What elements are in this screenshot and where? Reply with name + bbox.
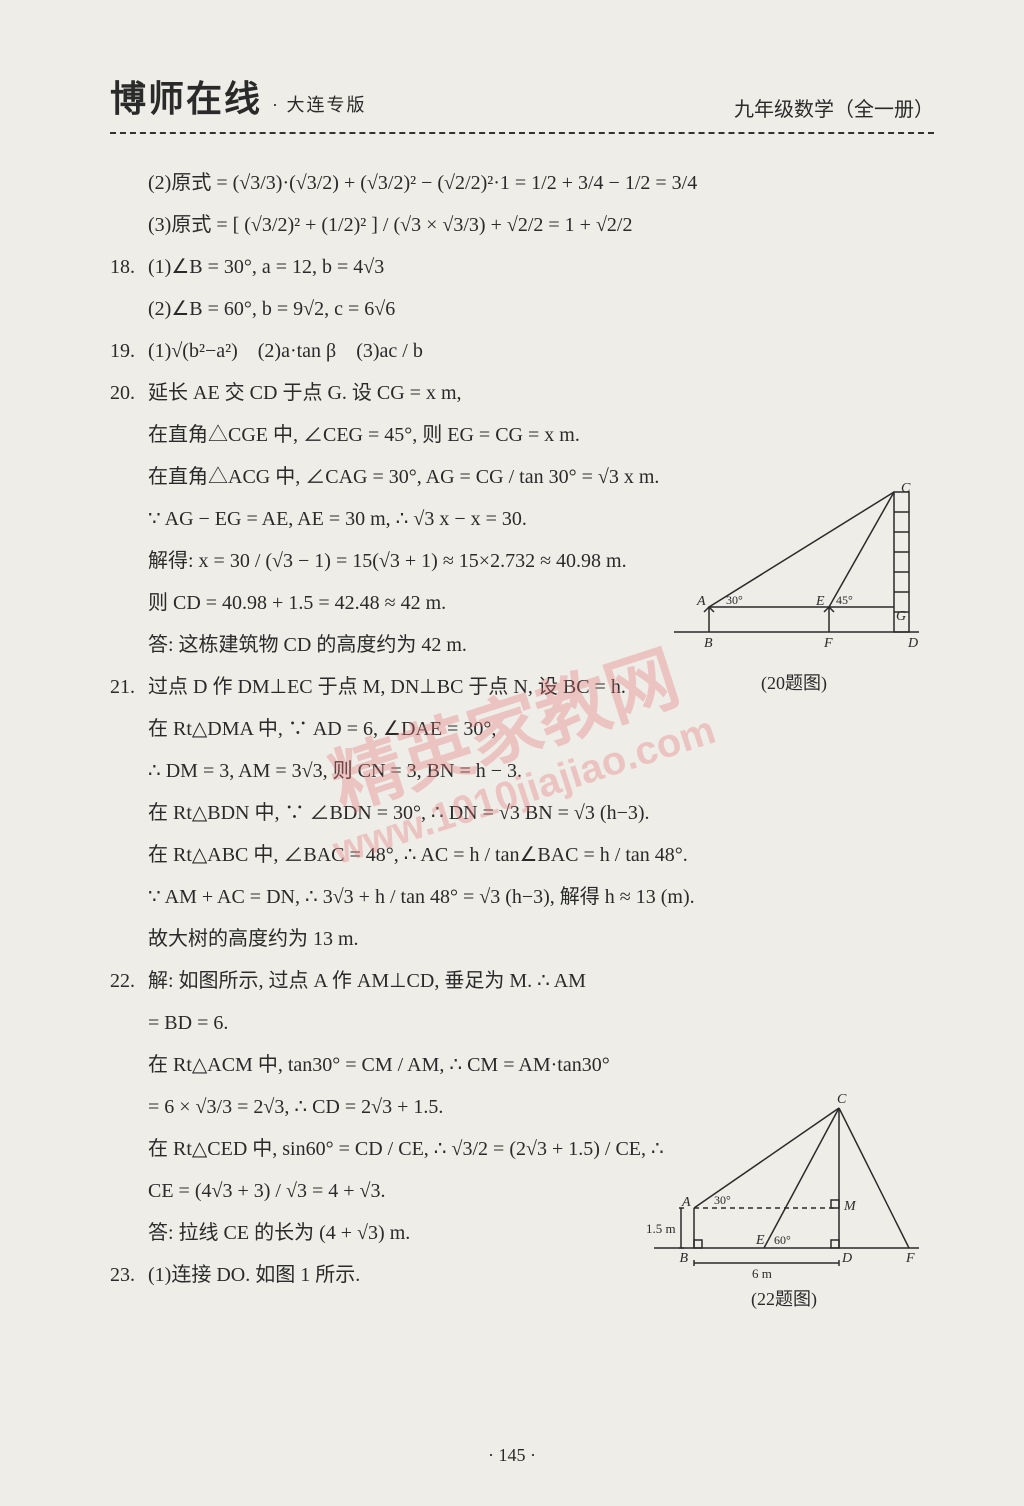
solution-line: 22.解: 如图所示, 过点 A 作 AM⊥CD, 垂足为 M. ∴ AM	[110, 962, 934, 1000]
solution-text: (2)原式 = (√3/3)·(√3/2) + (√3/2)² − (√2/2)…	[148, 172, 697, 194]
fig22-60: 60°	[774, 1233, 791, 1247]
page: 精英家教网 www.1010jiajiao.com 博师在线 · 大连专版 九年…	[0, 0, 1024, 1506]
fig22-F: F	[905, 1251, 915, 1266]
solution-line: 18.(1)∠B = 30°, a = 12, b = 4√3	[110, 248, 934, 286]
solution-line: (2)∠B = 60°, b = 9√2, c = 6√6	[110, 290, 934, 328]
solution-text: = 6 × √3/3 = 2√3, ∴ CD = 2√3 + 1.5.	[148, 1096, 443, 1118]
problem-number: 22.	[110, 962, 148, 1000]
fig22-h: 1.5 m	[646, 1221, 676, 1236]
solution-text: 延长 AE 交 CD 于点 G. 设 CG = x m,	[148, 382, 462, 404]
solution-text: 在直角△ACG 中, ∠CAG = 30°, AG = CG / tan 30°…	[148, 466, 659, 488]
solution-text: 在 Rt△BDN 中, ∵ ∠BDN = 30°, ∴ DN = √3 BN =…	[148, 802, 650, 824]
figure-22-caption: (22题图)	[644, 1285, 924, 1311]
solution-line: ∵ AM + AC = DN, ∴ 3√3 + h / tan 48° = √3…	[110, 878, 934, 916]
fig22-D: D	[841, 1251, 852, 1266]
solution-line: 在 Rt△ACM 中, tan30° = CM / AM, ∴ CM = AM·…	[110, 1046, 934, 1084]
fig22-C: C	[837, 1092, 847, 1107]
fig20-G: G	[896, 609, 906, 624]
header: 博师在线 · 大连专版 九年级数学（全一册）	[110, 70, 934, 122]
figure-22: A B C D E F M 1.5 m 6 m 30° 60° (22题图)	[644, 1088, 924, 1311]
solution-text: ∵ AM + AC = DN, ∴ 3√3 + h / tan 48° = √3…	[148, 886, 695, 908]
problem-number: 19.	[110, 332, 148, 370]
solution-line: 在 Rt△DMA 中, ∵ AD = 6, ∠DAE = 30°,	[110, 710, 934, 748]
solution-text: 解得: x = 30 / (√3 − 1) = 15(√3 + 1) ≈ 15×…	[148, 550, 627, 572]
solution-text: 在 Rt△ACM 中, tan30° = CM / AM, ∴ CM = AM·…	[148, 1054, 610, 1076]
problem-number: 21.	[110, 668, 148, 706]
brand: 博师在线 · 大连专版	[110, 70, 367, 122]
solution-line: 在直角△CGE 中, ∠CEG = 45°, 则 EG = CG = x m.	[110, 416, 934, 454]
solution-text: = BD = 6.	[148, 1012, 228, 1034]
fig22-M: M	[843, 1199, 857, 1214]
brand-sub: · 大连专版	[272, 95, 367, 115]
fig22-A: A	[681, 1195, 691, 1210]
solution-line: (3)原式 = [ (√3/2)² + (1/2)² ] / (√3 × √3/…	[110, 206, 934, 244]
figure-22-svg: A B C D E F M 1.5 m 6 m 30° 60°	[644, 1088, 924, 1278]
solution-text: (1)连接 DO. 如图 1 所示.	[148, 1264, 360, 1286]
solution-text: (1)∠B = 30°, a = 12, b = 4√3	[148, 256, 384, 278]
grade-label: 九年级数学（全一册）	[734, 93, 934, 122]
solution-text: 答: 这栋建筑物 CD 的高度约为 42 m.	[148, 634, 467, 656]
solution-text: 在 Rt△ABC 中, ∠BAC = 48°, ∴ AC = h / tan∠B…	[148, 844, 688, 866]
problem-number: 23.	[110, 1256, 148, 1294]
solution-text: 在直角△CGE 中, ∠CEG = 45°, 则 EG = CG = x m.	[148, 424, 580, 446]
solution-line: = BD = 6.	[110, 1004, 934, 1042]
header-divider	[110, 132, 934, 134]
fig22-B: B	[679, 1251, 688, 1266]
figure-20-svg: A B C D E F G 30° 45°	[664, 482, 924, 662]
solution-text: 答: 拉线 CE 的长为 (4 + √3) m.	[148, 1222, 410, 1244]
solution-text: 解: 如图所示, 过点 A 作 AM⊥CD, 垂足为 M. ∴ AM	[148, 970, 586, 992]
solution-text: 过点 D 作 DM⊥EC 于点 M, DN⊥BC 于点 N, 设 BC = h.	[148, 676, 626, 698]
solution-text: CE = (4√3 + 3) / √3 = 4 + √3.	[148, 1180, 385, 1202]
fig20-A: A	[696, 594, 706, 609]
solution-text: 则 CD = 40.98 + 1.5 = 42.48 ≈ 42 m.	[148, 592, 446, 614]
solution-text: (3)原式 = [ (√3/2)² + (1/2)² ] / (√3 × √3/…	[148, 214, 633, 236]
solution-line: 故大树的高度约为 13 m.	[110, 920, 934, 958]
fig22-w: 6 m	[752, 1266, 772, 1278]
solution-line: 在 Rt△ABC 中, ∠BAC = 48°, ∴ AC = h / tan∠B…	[110, 836, 934, 874]
fig22-30: 30°	[714, 1193, 731, 1207]
brand-main: 博师在线	[110, 79, 262, 119]
page-number: · 145 ·	[0, 1445, 1024, 1466]
solution-line: 20.延长 AE 交 CD 于点 G. 设 CG = x m,	[110, 374, 934, 412]
fig20-E: E	[815, 594, 825, 609]
solution-line: 19.(1)√(b²−a²) (2)a·tan β (3)ac / b	[110, 332, 934, 370]
solution-text: ∴ DM = 3, AM = 3√3, 则 CN = 3, BN = h − 3…	[148, 760, 522, 782]
fig20-45: 45°	[836, 593, 853, 607]
solution-line: 在 Rt△BDN 中, ∵ ∠BDN = 30°, ∴ DN = √3 BN =…	[110, 794, 934, 832]
figure-20: A B C D E F G 30° 45° (20题图)	[664, 482, 924, 695]
fig20-B: B	[704, 636, 713, 651]
solution-text: 在 Rt△CED 中, sin60° = CD / CE, ∴ √3/2 = (…	[148, 1138, 664, 1160]
fig20-D: D	[907, 636, 918, 651]
fig22-E: E	[755, 1233, 765, 1248]
problem-number: 18.	[110, 248, 148, 286]
solution-text: (1)√(b²−a²) (2)a·tan β (3)ac / b	[148, 340, 423, 362]
solution-text: (2)∠B = 60°, b = 9√2, c = 6√6	[148, 298, 395, 320]
fig20-F: F	[823, 636, 833, 651]
problem-number: 20.	[110, 374, 148, 412]
fig20-30: 30°	[726, 593, 743, 607]
solution-text: 在 Rt△DMA 中, ∵ AD = 6, ∠DAE = 30°,	[148, 718, 496, 740]
solution-line: (2)原式 = (√3/3)·(√3/2) + (√3/2)² − (√2/2)…	[110, 164, 934, 202]
solution-line: ∴ DM = 3, AM = 3√3, 则 CN = 3, BN = h − 3…	[110, 752, 934, 790]
solution-text: 故大树的高度约为 13 m.	[148, 928, 359, 950]
fig20-C: C	[901, 482, 911, 496]
figure-20-caption: (20题图)	[664, 669, 924, 695]
solution-text: ∵ AG − EG = AE, AE = 30 m, ∴ √3 x − x = …	[148, 508, 527, 530]
